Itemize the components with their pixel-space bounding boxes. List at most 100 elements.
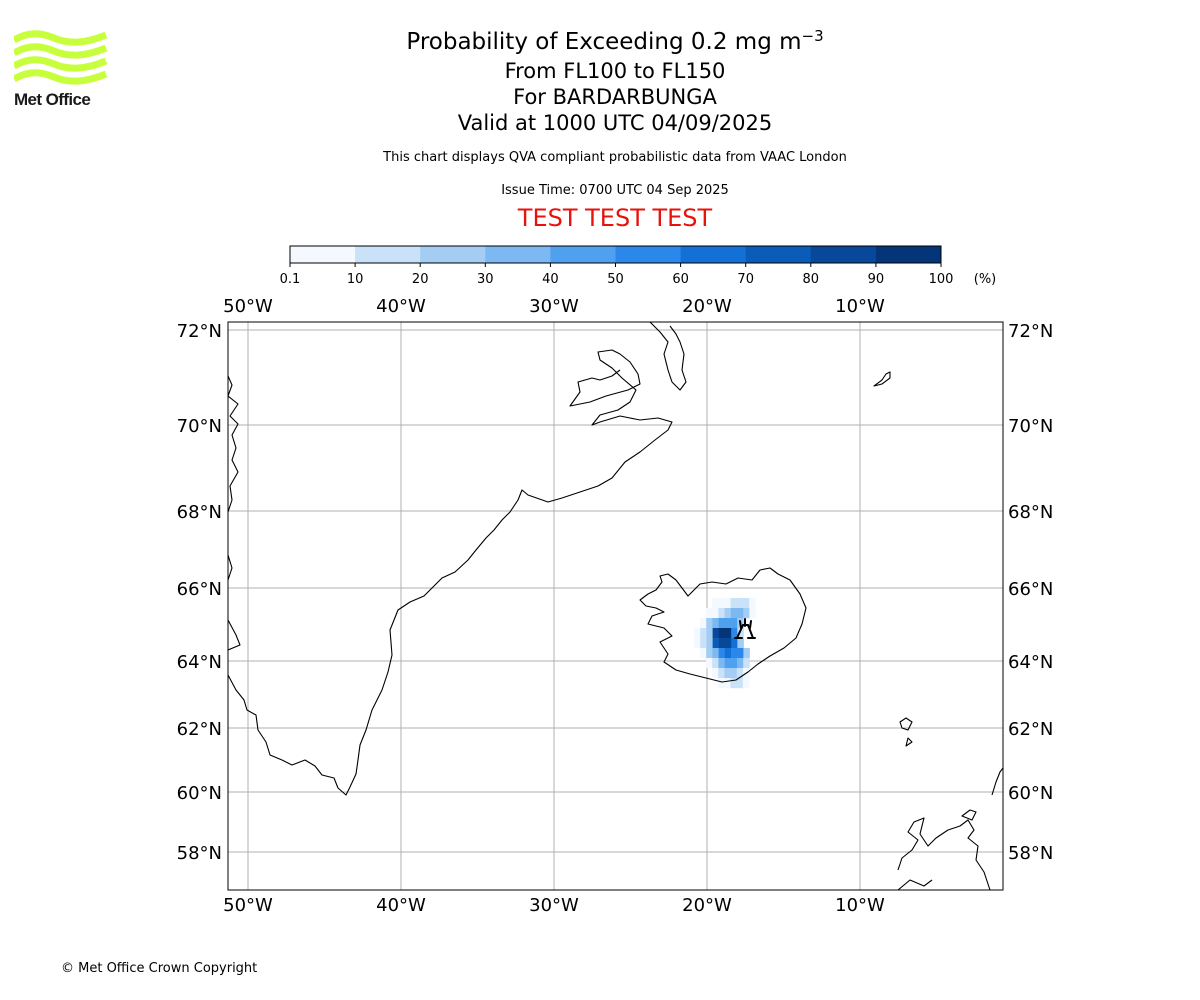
colorbar-tick-label: 90	[868, 272, 885, 287]
plume-cell	[725, 628, 732, 639]
plume-cell	[718, 608, 725, 619]
latitude-label: 60°N	[1008, 783, 1053, 804]
plume-cell	[712, 618, 719, 629]
colorbar-tick-label: 40	[542, 272, 559, 287]
colorbar-unit: (%)	[974, 272, 997, 287]
colorbar-tick-label: 50	[607, 272, 624, 287]
colorbar-cell	[875, 246, 942, 263]
latitude-label: 70°N	[1008, 416, 1053, 437]
plume-cell	[724, 668, 731, 679]
plume-cell	[749, 608, 756, 619]
plume-cell	[706, 618, 713, 629]
plume-cell	[737, 608, 744, 619]
longitude-label: 30°W	[529, 296, 579, 317]
colorbar: 0.1 10 20 30 40 50 60 70 80 90 100 (%)	[280, 245, 997, 287]
plume-cell	[694, 628, 701, 639]
longitude-label: 10°W	[835, 296, 885, 317]
longitude-label: 50°W	[223, 296, 273, 317]
latitude-label: 62°N	[177, 719, 222, 740]
latitude-label: 62°N	[1008, 719, 1053, 740]
latitude-label: 72°N	[177, 321, 222, 342]
plume-cell	[724, 598, 731, 609]
greenland-east-coast	[228, 349, 673, 796]
plume-cell	[706, 648, 713, 659]
plume-cell	[694, 638, 701, 649]
latitude-label: 58°N	[177, 843, 222, 864]
colorbar-cell	[680, 246, 747, 263]
chart-header: Probability of Exceeding 0.2 mg m−3 From…	[315, 26, 915, 233]
latitude-label: 60°N	[177, 783, 222, 804]
colorbar-tick-label: 30	[477, 272, 494, 287]
colorbar-tick-label: 70	[737, 272, 754, 287]
plume-cell	[724, 678, 731, 689]
colorbar-cell	[810, 246, 877, 263]
colorbar-cell	[355, 246, 421, 263]
colorbar-tick-label: 60	[672, 272, 689, 287]
plume-cell	[743, 648, 750, 659]
plume-cell	[731, 648, 738, 659]
plume-cell	[712, 628, 720, 639]
plume-cell	[724, 658, 732, 669]
chart-title: Probability of Exceeding 0.2 mg m−3	[315, 26, 915, 58]
title-main: Probability of Exceeding 0.2 mg m	[406, 29, 802, 55]
plume-cell	[718, 658, 725, 669]
plume-cell	[736, 678, 744, 689]
plume-cell	[730, 678, 737, 689]
copyright: © Met Office Crown Copyright	[61, 961, 258, 976]
map-frame	[227, 321, 1004, 891]
plume-cell	[731, 618, 738, 629]
latitude-label: 66°N	[177, 579, 222, 600]
faroe-islands	[899, 717, 913, 747]
plume-cell	[737, 638, 744, 649]
plume-cell	[718, 628, 726, 639]
plume-cell	[743, 598, 750, 609]
plume-cell	[718, 678, 725, 689]
volcano-icon	[734, 618, 756, 639]
jan-mayen	[873, 371, 891, 387]
plume-cell	[730, 598, 738, 609]
scotland-norway-fragments	[897, 767, 1003, 890]
met-office-logo: Met Office	[14, 30, 114, 112]
latitude-label: 68°N	[1008, 502, 1053, 523]
longitude-label: 40°W	[376, 296, 426, 317]
plume-cell	[712, 648, 719, 659]
plume-cell	[743, 608, 750, 619]
colorbar-tick-label: 20	[412, 272, 429, 287]
valid-time: Valid at 1000 UTC 04/09/2025	[457, 111, 773, 135]
plume-cell	[712, 608, 719, 619]
latitude-label: 72°N	[1008, 321, 1053, 342]
plume-cell	[718, 618, 726, 629]
plume-cell	[718, 598, 725, 609]
longitude-label: 20°W	[682, 895, 732, 916]
plume-cell	[749, 598, 756, 609]
plume-cell	[700, 628, 707, 639]
plume-cell	[724, 608, 732, 619]
latitude-label: 68°N	[177, 502, 222, 523]
longitude-label: 30°W	[529, 895, 579, 916]
plume-cell	[724, 618, 732, 629]
logo-text: Met Office	[14, 90, 91, 109]
colorbar-cell	[745, 246, 812, 263]
plume-cell	[742, 678, 750, 689]
colorbar-cell	[290, 246, 356, 263]
plume-cell	[718, 668, 725, 679]
latitude-label: 66°N	[1008, 579, 1053, 600]
colorbar-cell	[420, 246, 486, 263]
plume-cell	[731, 638, 738, 649]
plume-cell	[730, 658, 738, 669]
plume-cell	[736, 598, 744, 609]
plume-cell	[737, 658, 744, 669]
greenland-west-fringe	[228, 375, 241, 651]
plume-cell	[700, 638, 707, 649]
plume-cell	[700, 618, 707, 629]
test-banner: TEST TEST TEST	[517, 204, 713, 232]
volcano-name: For BARDARBUNGA	[513, 85, 717, 109]
longitude-label: 40°W	[376, 895, 426, 916]
latitude-label: 64°N	[177, 652, 222, 673]
plume-cell	[737, 628, 744, 639]
colorbar-cell	[485, 246, 551, 263]
colorbar-cell	[615, 246, 682, 263]
plume-cell	[706, 658, 713, 669]
plume-cell	[706, 628, 713, 639]
plume-cell	[725, 638, 732, 649]
